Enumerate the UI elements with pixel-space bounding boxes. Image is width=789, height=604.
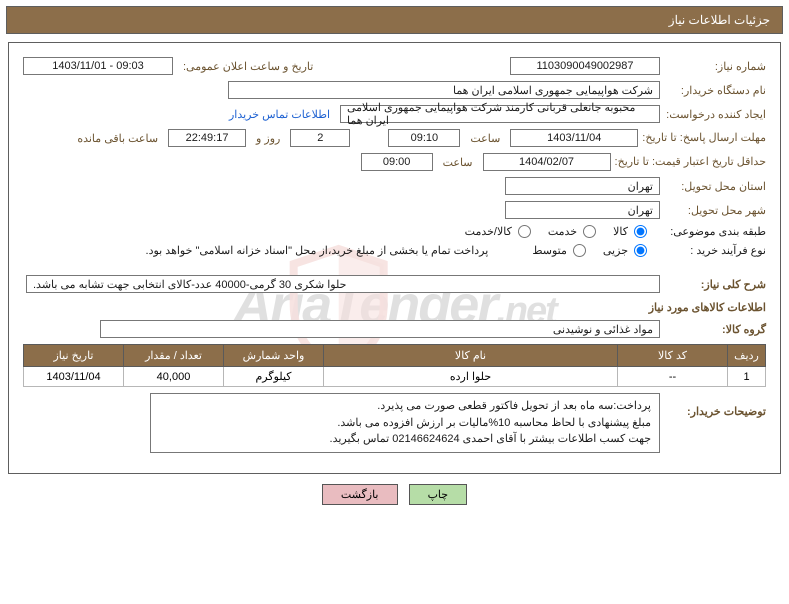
group-value: مواد غذائی و نوشیدنی [100, 320, 660, 338]
deadline-time: 09:10 [388, 129, 460, 147]
countdown-hms: 22:49:17 [168, 129, 246, 147]
category-label: طبقه بندی موضوعی: [664, 225, 766, 238]
cat-goods-radio[interactable] [634, 225, 647, 238]
proc-medium-label: متوسط [532, 244, 567, 257]
days-and-label: روز و [250, 132, 286, 145]
buyer-note-1: پرداخت:سه ماه بعد از تحویل فاکتور قطعی ص… [159, 398, 651, 415]
summary-value: حلوا شکری 30 گرمی-40000 عدد-کالای انتخاب… [26, 275, 660, 293]
city-label: شهر محل تحویل: [664, 204, 766, 217]
validity-date: 1404/02/07 [483, 153, 611, 171]
th-code: کد کالا [618, 345, 728, 367]
deadline-date: 1403/11/04 [510, 129, 638, 147]
proc-small-radio[interactable] [634, 244, 647, 257]
process-label: نوع فرآیند خرید : [664, 244, 766, 257]
cell-name: حلوا ارده [324, 367, 618, 387]
cell-unit: کیلوگرم [224, 367, 324, 387]
items-table: ردیف کد کالا نام کالا واحد شمارش تعداد /… [23, 344, 766, 387]
th-unit: واحد شمارش [224, 345, 324, 367]
contact-buyer-link[interactable]: اطلاعات تماس خریدار [223, 108, 336, 121]
proc-small-label: جزیی [603, 244, 628, 257]
buyer-notes-box: پرداخت:سه ماه بعد از تحویل فاکتور قطعی ص… [150, 393, 660, 453]
buyer-notes-label: توضیحات خریدار: [664, 393, 766, 418]
print-button[interactable]: چاپ [409, 484, 468, 505]
cat-service-radio[interactable] [583, 225, 596, 238]
cell-date: 1403/11/04 [24, 367, 124, 387]
page-header: جزئیات اطلاعات نیاز [6, 6, 783, 34]
announce-label: تاریخ و ساعت اعلان عمومی: [177, 60, 319, 73]
buyer-note-2: مبلغ پیشنهادی با لحاظ محاسبه 10%مالیات ب… [159, 415, 651, 432]
page-title: جزئیات اطلاعات نیاز [669, 13, 770, 27]
proc-medium-radio[interactable] [573, 244, 586, 257]
remaining-label: ساعت باقی مانده [71, 132, 164, 145]
payment-note: پرداخت تمام یا بخشی از مبلغ خرید،از محل … [146, 244, 489, 257]
need-no-value: 1103090049002987 [510, 57, 660, 75]
province-label: استان محل تحویل: [664, 180, 766, 193]
validity-time: 09:00 [361, 153, 433, 171]
cat-goods-label: کالا [613, 225, 628, 238]
cat-service-label: خدمت [548, 225, 577, 238]
time-label-2: ساعت [437, 156, 479, 169]
table-row: 1 -- حلوا ارده کیلوگرم 40,000 1403/11/04 [24, 367, 766, 387]
countdown-days: 2 [290, 129, 350, 147]
group-label: گروه کالا: [664, 323, 766, 336]
th-name: نام کالا [324, 345, 618, 367]
cat-both-label: کالا/خدمت [465, 225, 512, 238]
th-row: ردیف [728, 345, 766, 367]
announce-date: 1403/11/01 - 09:03 [23, 57, 173, 75]
goods-info-label: اطلاعات کالاهای مورد نیاز [23, 301, 766, 314]
cell-idx: 1 [728, 367, 766, 387]
buyer-note-3: جهت کسب اطلاعات بیشتر با آقای احمدی 0214… [159, 431, 651, 448]
need-no-label: شماره نیاز: [664, 60, 766, 73]
summary-label: شرح کلی نیاز: [664, 278, 766, 291]
validity-label: حداقل تاریخ اعتبار قیمت: تا تاریخ: [615, 155, 766, 169]
requester-value: محبوبه جانعلی قربانی کارمند شرکت هواپیما… [340, 105, 660, 123]
province-value: تهران [505, 177, 660, 195]
back-button[interactable]: بازگشت [322, 484, 398, 505]
city-value: تهران [505, 201, 660, 219]
time-label-1: ساعت [464, 132, 506, 145]
cell-code: -- [618, 367, 728, 387]
buyer-org-value: شرکت هواپیمایی جمهوری اسلامی ایران هما [228, 81, 660, 99]
details-panel: شماره نیاز: 1103090049002987 تاریخ و ساع… [8, 42, 781, 474]
th-qty: تعداد / مقدار [124, 345, 224, 367]
requester-label: ایجاد کننده درخواست: [664, 108, 766, 121]
deadline-label: مهلت ارسال پاسخ: تا تاریخ: [642, 131, 766, 145]
cell-qty: 40,000 [124, 367, 224, 387]
th-date: تاریخ نیاز [24, 345, 124, 367]
cat-both-radio[interactable] [518, 225, 531, 238]
buyer-org-label: نام دستگاه خریدار: [664, 84, 766, 97]
